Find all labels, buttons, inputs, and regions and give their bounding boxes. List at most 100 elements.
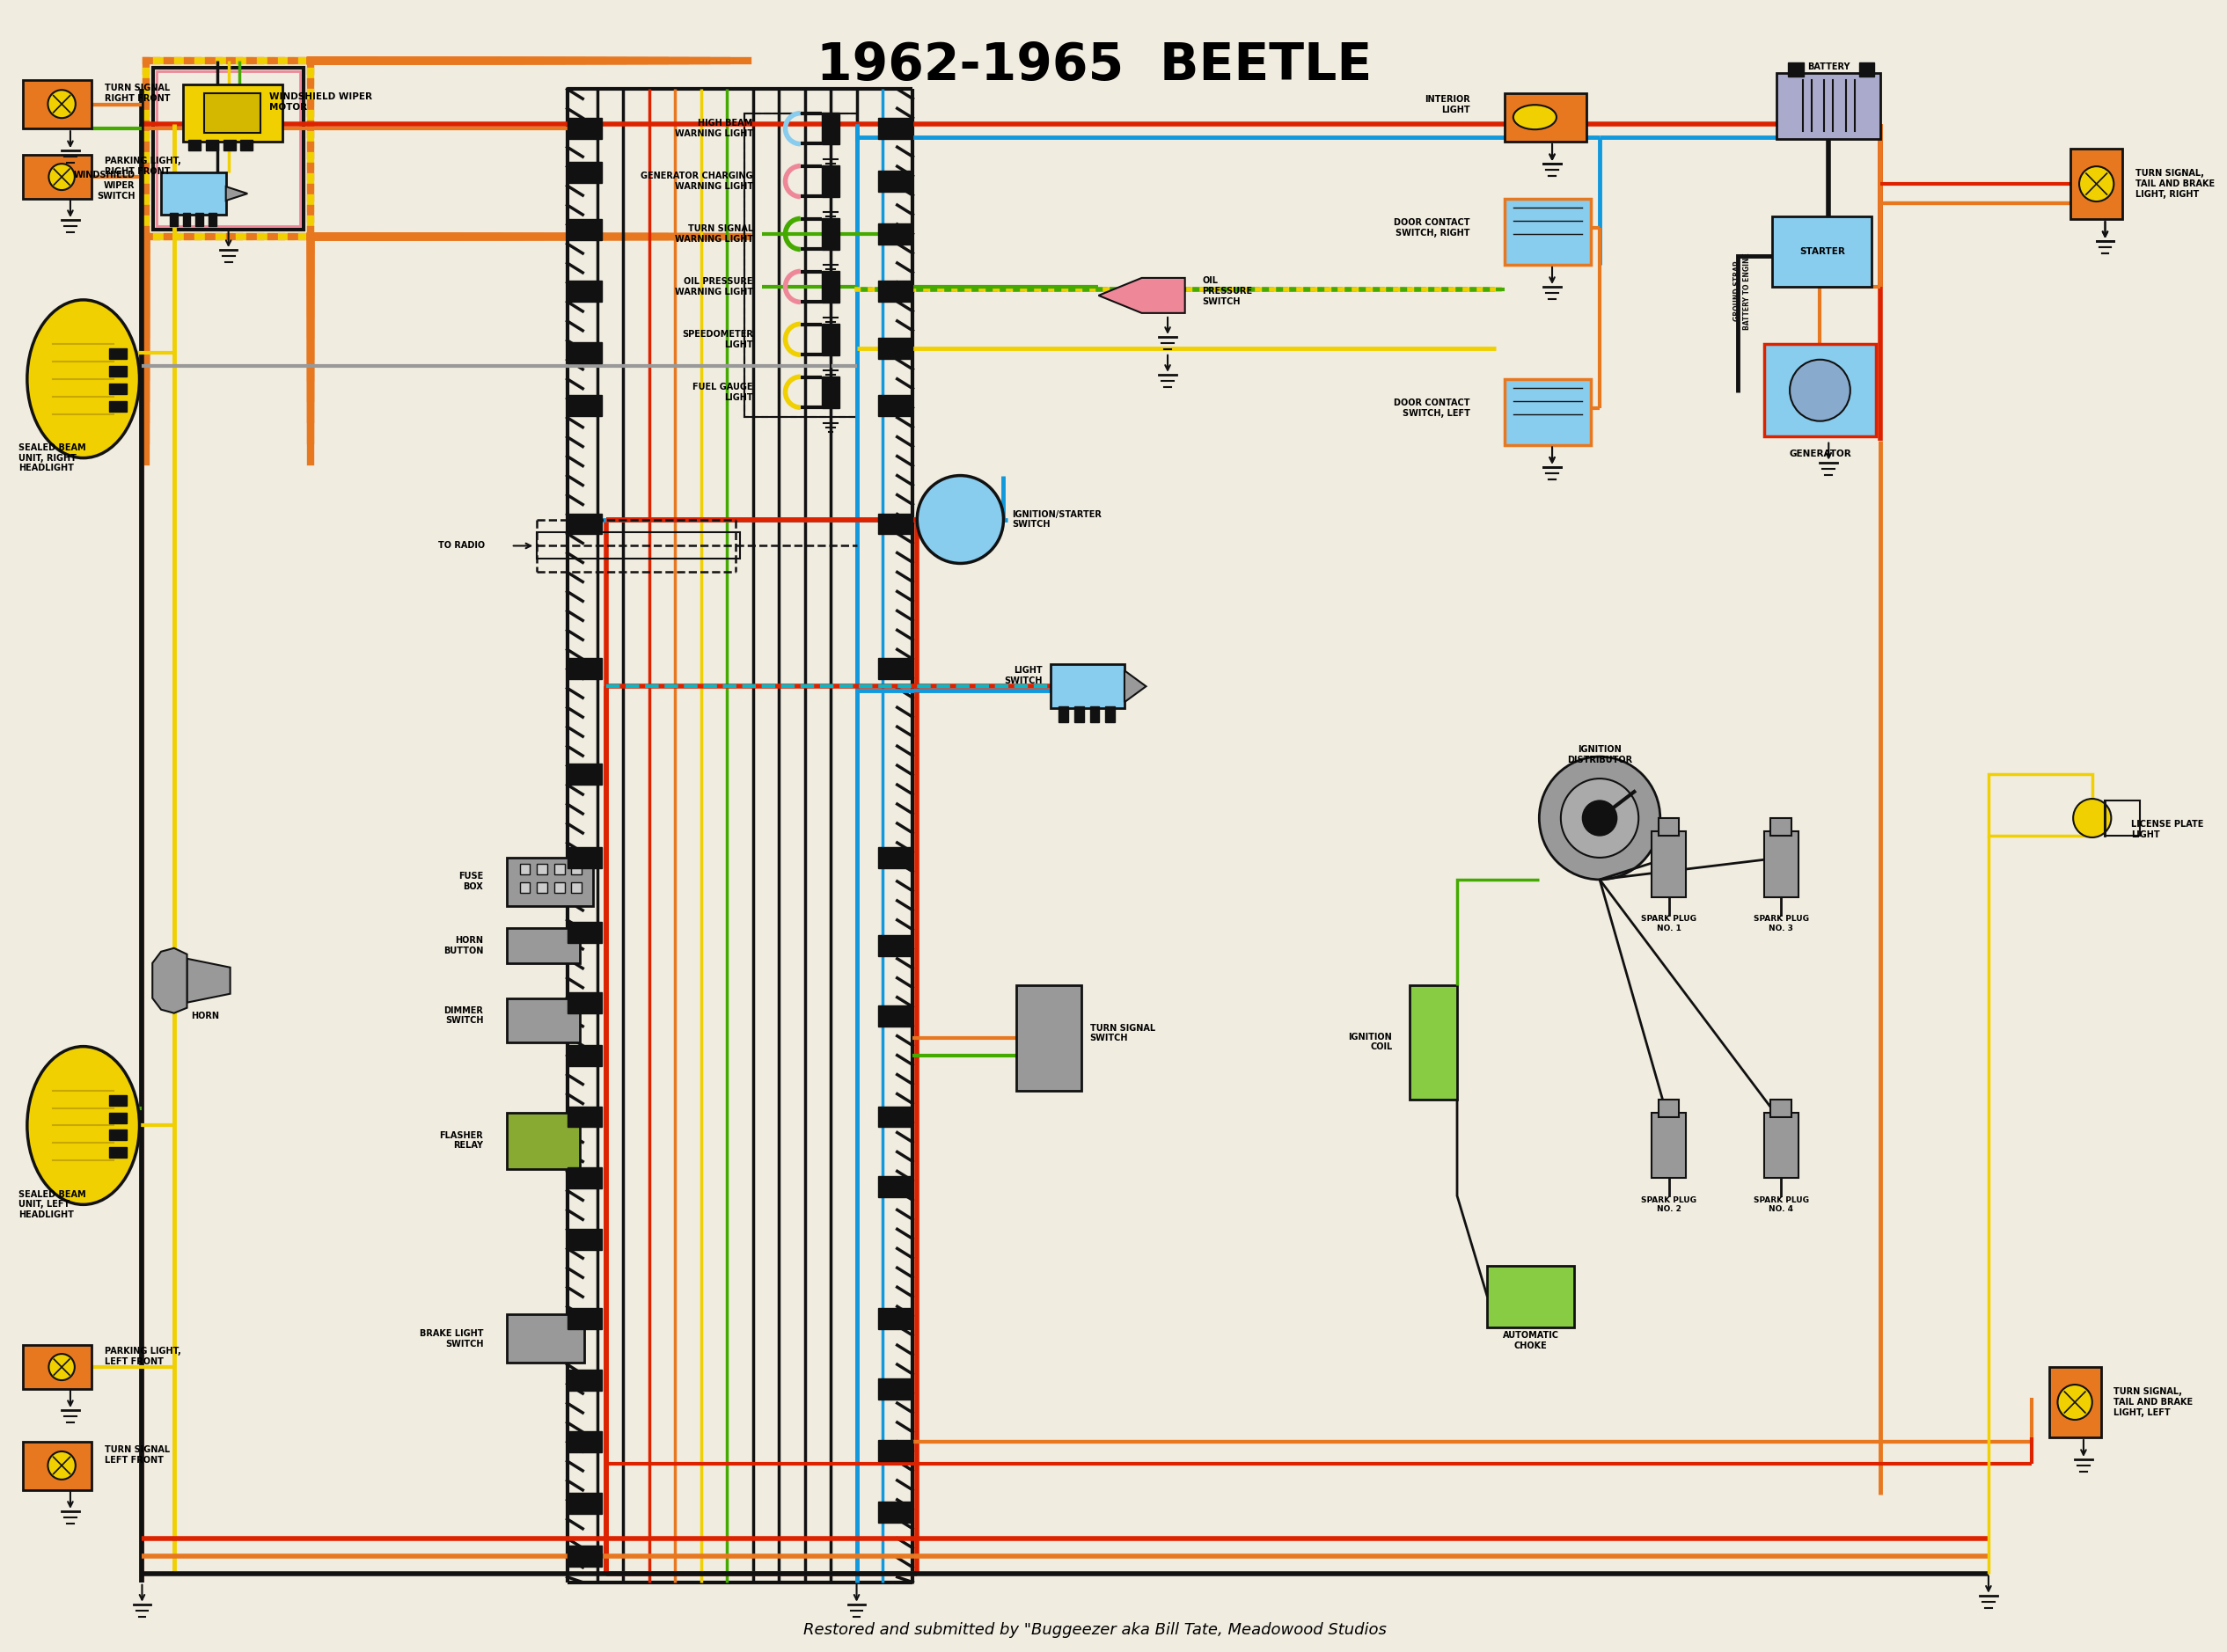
Bar [877, 1176, 913, 1198]
Ellipse shape [27, 301, 140, 458]
Text: TURN SIGNAL,
TAIL AND BRAKE
LIGHT, RIGHT: TURN SIGNAL, TAIL AND BRAKE LIGHT, RIGHT [2136, 169, 2214, 198]
Bar [109, 1095, 127, 1105]
Bar [189, 140, 200, 150]
Text: LICENSE PLATE
LIGHT: LICENSE PLATE LIGHT [2131, 819, 2203, 839]
Text: SPARK PLUG
NO. 3: SPARK PLUG NO. 3 [1753, 915, 1808, 932]
Bar [877, 514, 913, 534]
Bar [1051, 664, 1125, 709]
Bar [555, 882, 566, 892]
Bar [1016, 985, 1082, 1090]
Text: WINDSHIELD WIPER
MOTOR: WINDSHIELD WIPER MOTOR [269, 93, 372, 112]
Text: LIGHT
SWITCH: LIGHT SWITCH [1004, 666, 1042, 686]
Bar [109, 349, 127, 358]
Bar [205, 94, 261, 132]
Text: DOOR CONTACT
SWITCH, RIGHT: DOOR CONTACT SWITCH, RIGHT [1394, 218, 1470, 238]
Bar [877, 1378, 913, 1399]
Bar [568, 1107, 601, 1127]
Bar [568, 1493, 601, 1513]
Text: TO RADIO: TO RADIO [439, 542, 485, 550]
Text: WINDSHIELD
WIPER
SWITCH: WINDSHIELD WIPER SWITCH [73, 172, 136, 200]
Text: BATTERY: BATTERY [1808, 63, 1851, 71]
Bar [508, 1315, 583, 1363]
Bar [568, 1431, 601, 1452]
Bar [537, 882, 548, 892]
Bar [205, 140, 218, 150]
Bar [877, 395, 913, 416]
Text: +: + [1862, 63, 1873, 76]
Circle shape [2080, 167, 2113, 202]
Text: GENERATOR CHARGING
WARNING LIGHT: GENERATOR CHARGING WARNING LIGHT [641, 172, 753, 190]
Text: PARKING LIGHT,
LEFT FRONT: PARKING LIGHT, LEFT FRONT [105, 1346, 180, 1366]
Polygon shape [151, 948, 187, 1013]
Bar [22, 1345, 91, 1389]
Text: OIL PRESSURE
WARNING LIGHT: OIL PRESSURE WARNING LIGHT [675, 278, 753, 296]
Circle shape [2058, 1384, 2091, 1419]
Bar [519, 864, 530, 874]
Bar [183, 213, 192, 226]
Bar [877, 657, 913, 679]
Bar [1659, 818, 1679, 836]
Bar [568, 763, 601, 785]
Circle shape [1791, 360, 1851, 421]
Text: FUSE
BOX: FUSE BOX [459, 872, 483, 890]
Bar [568, 514, 601, 534]
Bar [877, 847, 913, 869]
Bar [1652, 831, 1686, 897]
Polygon shape [1125, 671, 1147, 702]
Bar [1505, 198, 1590, 264]
Bar [1488, 1265, 1574, 1328]
Bar [877, 1004, 913, 1026]
Text: IGNITION
DISTRIBUTOR: IGNITION DISTRIBUTOR [1568, 745, 1632, 765]
Bar [568, 220, 601, 240]
Polygon shape [225, 187, 247, 200]
Circle shape [1561, 778, 1639, 857]
Bar [568, 117, 601, 139]
Bar [568, 922, 601, 943]
Text: FLASHER
RELAY: FLASHER RELAY [439, 1132, 483, 1150]
Text: HORN
BUTTON: HORN BUTTON [443, 937, 483, 955]
Bar [22, 1442, 91, 1490]
Bar [568, 847, 601, 869]
Ellipse shape [27, 1046, 140, 1204]
Circle shape [2073, 800, 2111, 838]
Bar [568, 657, 601, 679]
Bar [568, 342, 601, 363]
Text: FUEL GAUGE
LIGHT: FUEL GAUGE LIGHT [693, 383, 753, 401]
Bar [822, 271, 840, 302]
Bar [241, 140, 252, 150]
Text: OIL
PRESSURE
SWITCH: OIL PRESSURE SWITCH [1203, 276, 1252, 306]
Bar [1764, 831, 1799, 897]
Bar [877, 1107, 913, 1127]
Text: HIGH BEAM
WARNING LIGHT: HIGH BEAM WARNING LIGHT [675, 119, 753, 139]
Bar [1659, 1099, 1679, 1117]
Bar [568, 1308, 601, 1330]
Text: AUTOMATIC
CHOKE: AUTOMATIC CHOKE [1503, 1332, 1559, 1350]
Circle shape [1539, 757, 1659, 879]
Bar [209, 213, 216, 226]
Bar [22, 81, 91, 129]
Bar [568, 1545, 601, 1566]
Circle shape [918, 476, 1004, 563]
Bar [156, 71, 301, 226]
Text: DOOR CONTACT
SWITCH, LEFT: DOOR CONTACT SWITCH, LEFT [1394, 398, 1470, 418]
Text: 1962-1965  BEETLE: 1962-1965 BEETLE [817, 41, 1372, 91]
Text: TURN SIGNAL
WARNING LIGHT: TURN SIGNAL WARNING LIGHT [675, 225, 753, 243]
Bar [2105, 801, 2140, 836]
Bar [1073, 707, 1085, 722]
Bar [744, 114, 857, 416]
Bar [877, 223, 913, 244]
Text: HORN: HORN [192, 1011, 220, 1021]
Text: Restored and submitted by "Buggeezer aka Bill Tate, Meadowood Studios: Restored and submitted by "Buggeezer aka… [804, 1622, 1385, 1637]
Bar [1788, 63, 1804, 76]
Bar [1777, 73, 1880, 139]
Bar [1652, 1112, 1686, 1178]
Text: GROUND STRAP
BATTERY TO ENGINE: GROUND STRAP BATTERY TO ENGINE [1733, 253, 1750, 330]
Ellipse shape [1514, 104, 1557, 129]
Text: SPARK PLUG
NO. 4: SPARK PLUG NO. 4 [1753, 1196, 1808, 1213]
Bar [877, 281, 913, 302]
Text: PARKING LIGHT,
RIGHT FRONT: PARKING LIGHT, RIGHT FRONT [105, 157, 180, 175]
Bar [196, 213, 203, 226]
Bar [154, 68, 303, 230]
Bar [555, 864, 566, 874]
Bar [877, 1308, 913, 1330]
